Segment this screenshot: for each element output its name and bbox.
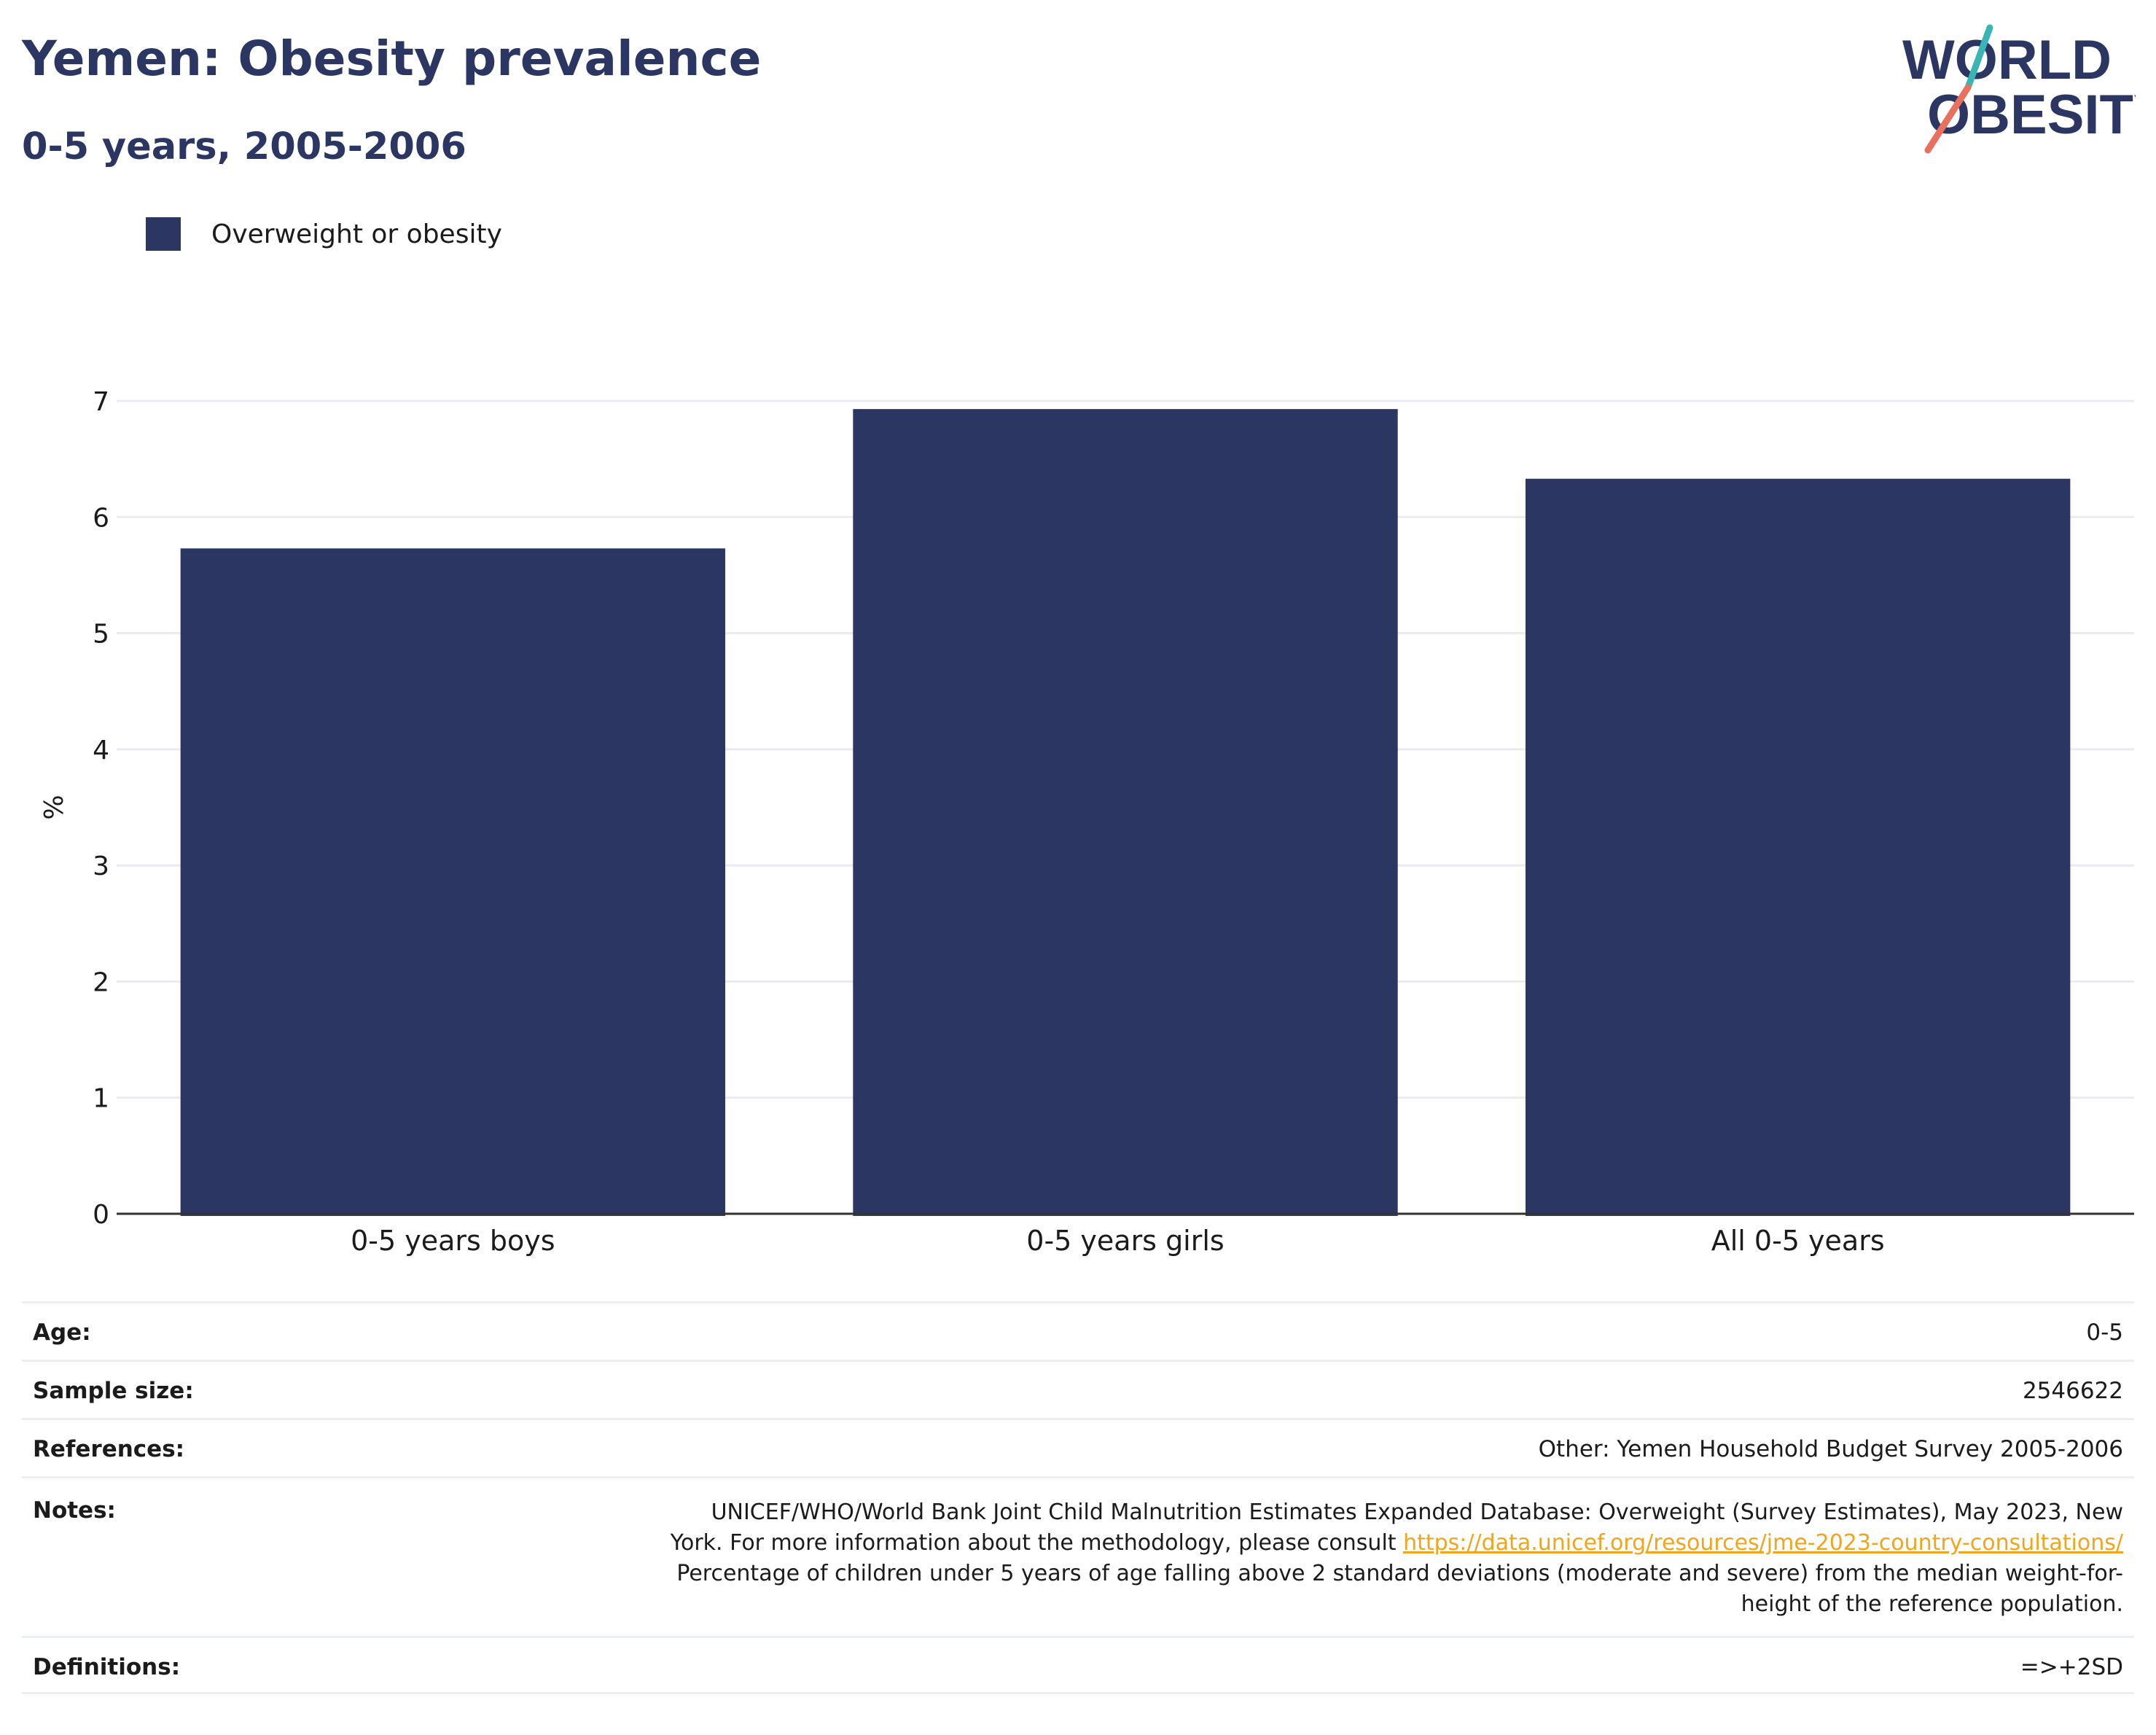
logo-slash-coral [1924,84,1972,154]
info-row-references: References: Other: Yemen Household Budge… [22,1418,2134,1476]
notes-label: Notes: [33,1497,116,1524]
info-row-definitions: Definitions: =>+2SD [22,1636,2134,1694]
y-tick-label: 7 [93,387,109,417]
info-row-notes: Notes: UNICEF/WHO/World Bank Joint Child… [22,1476,2134,1636]
sample-size-value: 2546622 [2022,1378,2123,1404]
notes-line-2-prefix: York. For more information about the met… [670,1530,1404,1556]
legend-label: Overweight or obesity [211,219,502,249]
logo-text-obesity: OBESITY [1927,84,2136,146]
notes-line-1: UNICEF/WHO/World Bank Joint Child Malnut… [711,1500,2123,1525]
bar [1525,478,2071,1216]
references-label: References: [33,1436,185,1462]
definitions-value: =>+2SD [2020,1654,2123,1680]
sample-size-label: Sample size: [33,1378,194,1404]
x-tick-label: 0-5 years girls [1026,1225,1224,1257]
notes-line-3: Percentage of children under 5 years of … [676,1561,2123,1586]
info-row-age: Age: 0-5 [22,1301,2134,1360]
legend-swatch [146,217,181,251]
info-table: Age: 0-5 Sample size: 2546622 References… [22,1301,2134,1694]
references-value: Other: Yemen Household Budget Survey 200… [1538,1436,2123,1462]
world-obesity-logo: WORLD OBESITY [1902,24,2136,154]
age-label: Age: [33,1319,91,1346]
y-axis-label: % [37,795,67,819]
y-tick-labels: 0 1 2 3 4 5 6 7 [93,387,109,1230]
y-tick-label: 2 [93,967,109,997]
chart-legend[interactable]: Overweight or obesity [146,217,502,251]
x-tick-labels: 0-5 years boys 0-5 years girls All 0-5 yea… [351,1225,1885,1257]
y-tick-label: 4 [93,736,109,765]
x-tick-label: All 0-5 years [1711,1225,1885,1257]
age-value: 0-5 [2086,1319,2123,1346]
bar [853,409,1398,1216]
methodology-link[interactable]: https://data.unicef.org/resources/jme-20… [1403,1530,2123,1556]
definitions-label: Definitions: [33,1654,181,1680]
y-tick-label: 1 [93,1084,109,1114]
x-tick-label: 0-5 years boys [351,1225,555,1257]
info-row-sample-size: Sample size: 2546622 [22,1360,2134,1418]
chart-title: Yemen: Obesity prevalence [22,31,762,87]
logo-text-world: WORLD [1902,29,2112,91]
notes-value: UNICEF/WHO/World Bank Joint Child Malnut… [520,1497,2123,1620]
chart-subtitle: 0-5 years, 2005-2006 [22,125,466,168]
y-tick-label: 3 [93,851,109,881]
bar [180,548,726,1216]
y-tick-label: 6 [93,503,109,533]
bars [180,409,2071,1216]
logo-slash-teal [1964,24,1993,91]
notes-line-4: height of the reference population. [1741,1591,2123,1617]
y-tick-label: 5 [93,620,109,650]
bar-chart: 0 1 2 3 4 5 6 7 0-5 years boys 0-5 years girls Al… [37,387,2134,1257]
y-tick-label: 0 [93,1200,109,1230]
